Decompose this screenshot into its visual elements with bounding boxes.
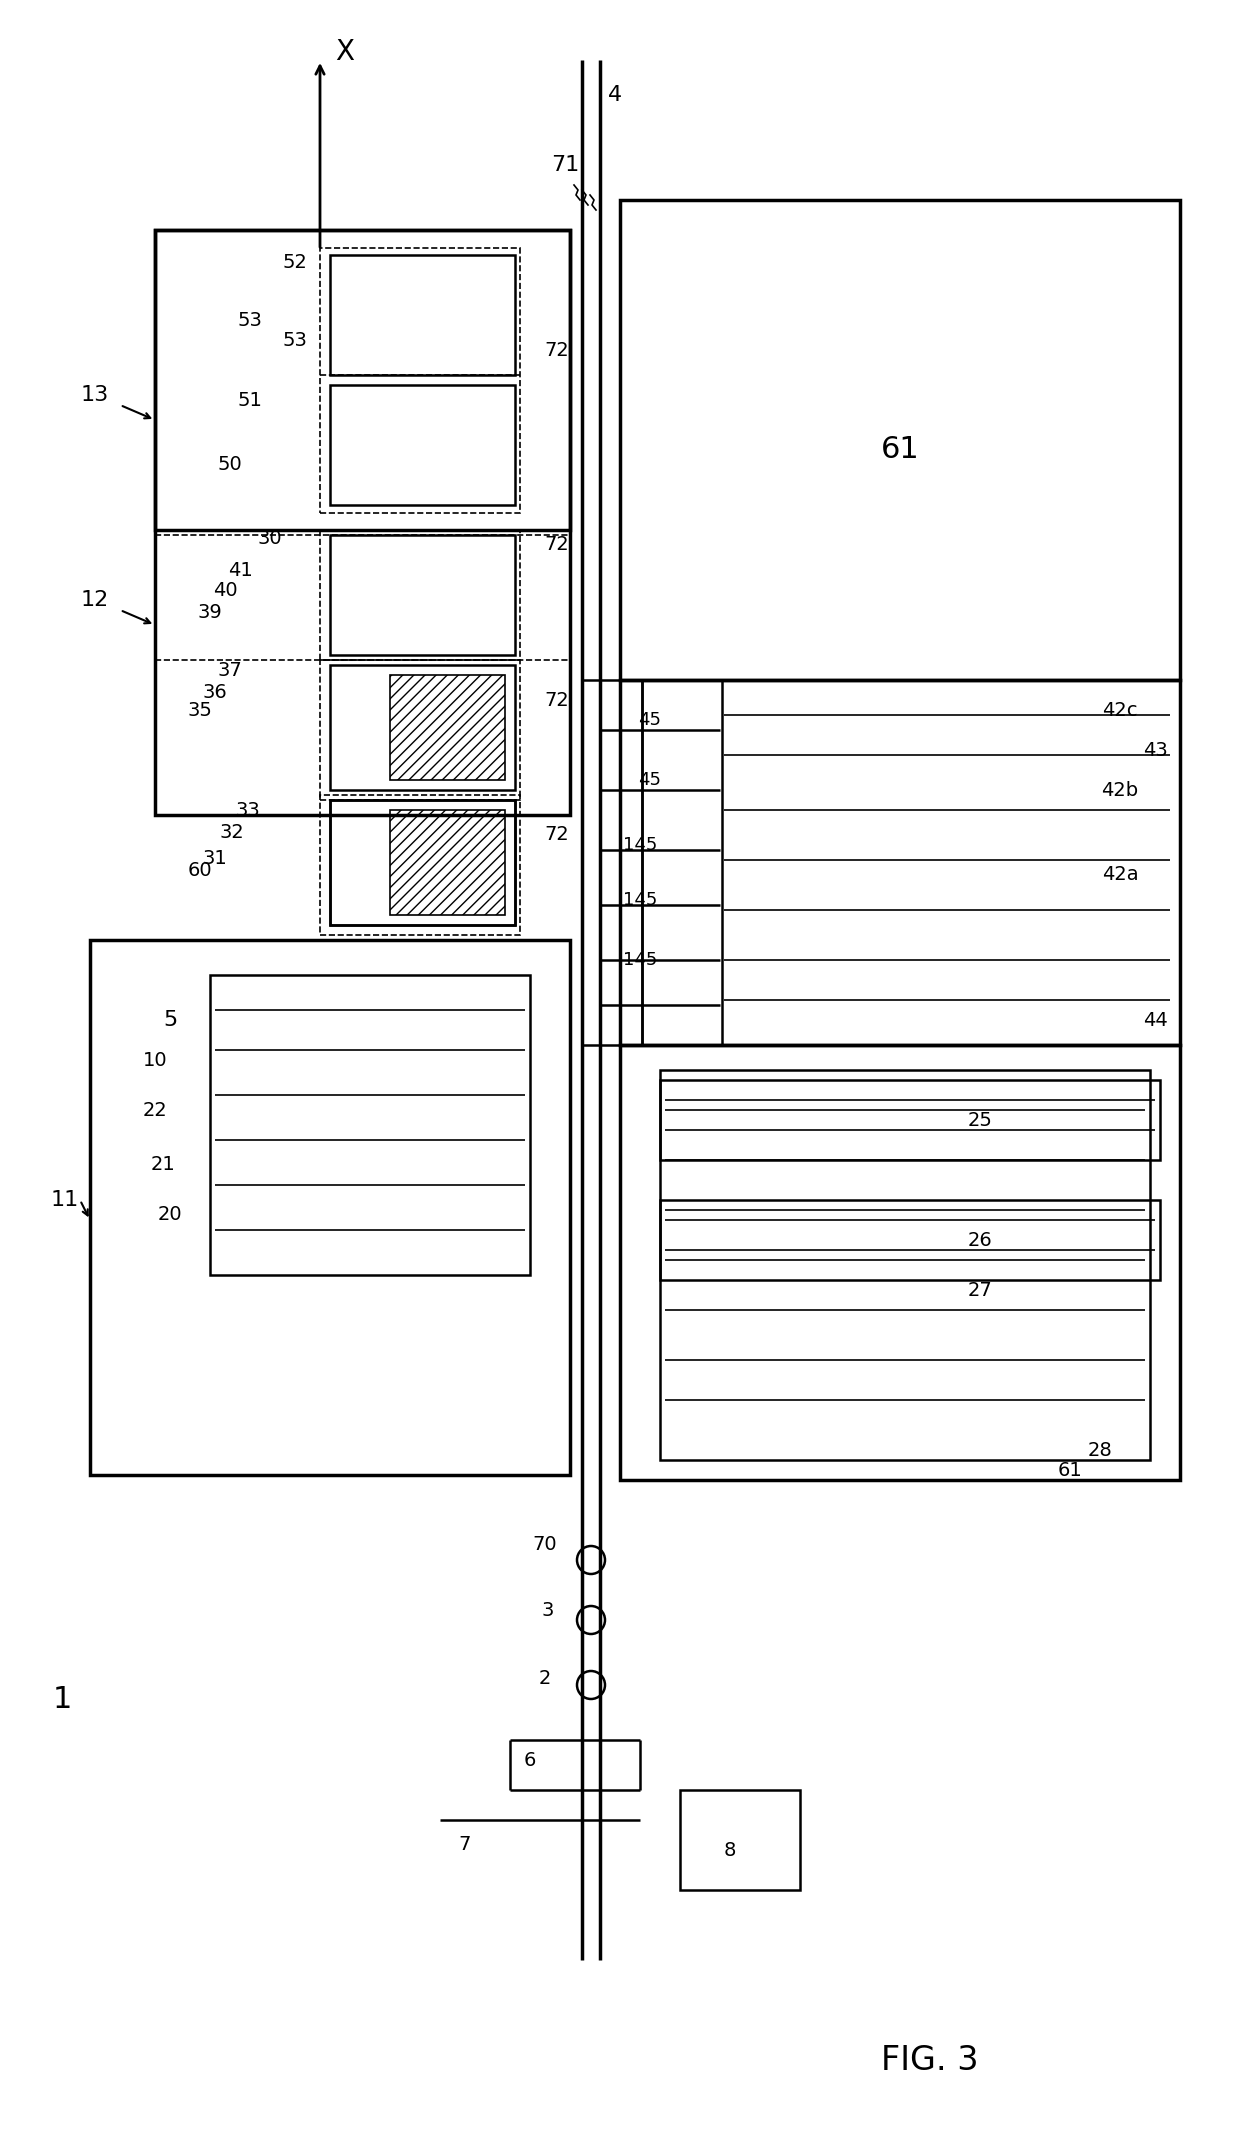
Bar	[155, 231, 570, 529]
Text: 53: 53	[238, 310, 263, 329]
Text: 33: 33	[236, 801, 260, 820]
Bar	[210, 976, 529, 1275]
Text: 8: 8	[724, 1840, 737, 1860]
Text: 50: 50	[218, 455, 242, 474]
Bar	[330, 664, 515, 790]
Text: 45: 45	[639, 711, 661, 728]
Text: 70: 70	[533, 1535, 557, 1554]
Text: 37: 37	[218, 660, 242, 679]
Bar	[330, 801, 515, 924]
Text: 35: 35	[187, 700, 212, 719]
Text: 45: 45	[639, 771, 661, 790]
Bar	[91, 939, 570, 1475]
Bar	[330, 536, 515, 655]
Text: 32: 32	[219, 822, 244, 841]
Text: 71: 71	[551, 156, 579, 175]
Text: 4: 4	[608, 85, 622, 105]
Text: 60: 60	[187, 860, 212, 880]
Text: 41: 41	[228, 562, 253, 579]
Text: 11: 11	[51, 1189, 79, 1211]
Text: 3: 3	[542, 1601, 554, 1620]
Text: 2: 2	[539, 1667, 552, 1687]
Bar	[320, 794, 520, 935]
Bar	[320, 248, 520, 512]
Text: 145: 145	[622, 950, 657, 969]
Text: 13: 13	[81, 384, 109, 406]
Bar	[620, 1044, 1180, 1480]
Bar	[320, 660, 520, 801]
Text: 20: 20	[157, 1206, 182, 1225]
Text: 72: 72	[544, 826, 569, 845]
Text: 27: 27	[967, 1281, 992, 1300]
Text: 61: 61	[880, 436, 919, 465]
Bar	[330, 801, 515, 924]
Text: 72: 72	[544, 536, 569, 555]
Bar	[391, 675, 505, 779]
Bar	[320, 529, 520, 660]
Text: 42c: 42c	[1102, 700, 1138, 719]
Text: 39: 39	[197, 602, 222, 621]
Bar	[620, 201, 1180, 681]
Text: 42a: 42a	[1101, 865, 1138, 884]
Bar	[330, 254, 515, 376]
Bar	[330, 384, 515, 506]
Text: 31: 31	[202, 848, 227, 867]
Bar	[582, 681, 642, 1044]
Text: 40: 40	[213, 581, 237, 600]
Bar	[391, 809, 505, 916]
Text: 36: 36	[202, 683, 227, 702]
Text: 43: 43	[1142, 741, 1167, 760]
Bar	[642, 681, 722, 1044]
Text: FIG. 3: FIG. 3	[882, 2043, 978, 2077]
Text: 26: 26	[967, 1230, 992, 1249]
Bar	[680, 1789, 800, 1889]
Text: X: X	[336, 38, 355, 66]
Bar	[620, 681, 1180, 1044]
Text: 28: 28	[1087, 1441, 1112, 1460]
Text: 1: 1	[52, 1685, 72, 1714]
Text: 44: 44	[1142, 1010, 1167, 1029]
Bar	[660, 1200, 1159, 1281]
Text: 25: 25	[967, 1110, 992, 1129]
Text: 51: 51	[238, 391, 263, 410]
Text: 42b: 42b	[1101, 781, 1138, 798]
Bar	[660, 1080, 1159, 1159]
Text: 10: 10	[143, 1050, 167, 1070]
Bar	[660, 1070, 1149, 1460]
Text: 52: 52	[283, 254, 308, 273]
Text: 72: 72	[544, 339, 569, 359]
Text: 145: 145	[622, 890, 657, 910]
Text: 21: 21	[150, 1155, 175, 1174]
Text: 22: 22	[143, 1100, 167, 1119]
Text: 12: 12	[81, 589, 109, 611]
Text: 5: 5	[162, 1010, 177, 1029]
Text: 145: 145	[622, 837, 657, 854]
Text: 61: 61	[1058, 1460, 1083, 1480]
Text: 6: 6	[523, 1751, 536, 1770]
Text: 30: 30	[258, 529, 283, 547]
Bar	[155, 231, 570, 816]
Text: 72: 72	[544, 690, 569, 709]
Text: 53: 53	[283, 331, 308, 350]
Text: 7: 7	[459, 1836, 471, 1855]
